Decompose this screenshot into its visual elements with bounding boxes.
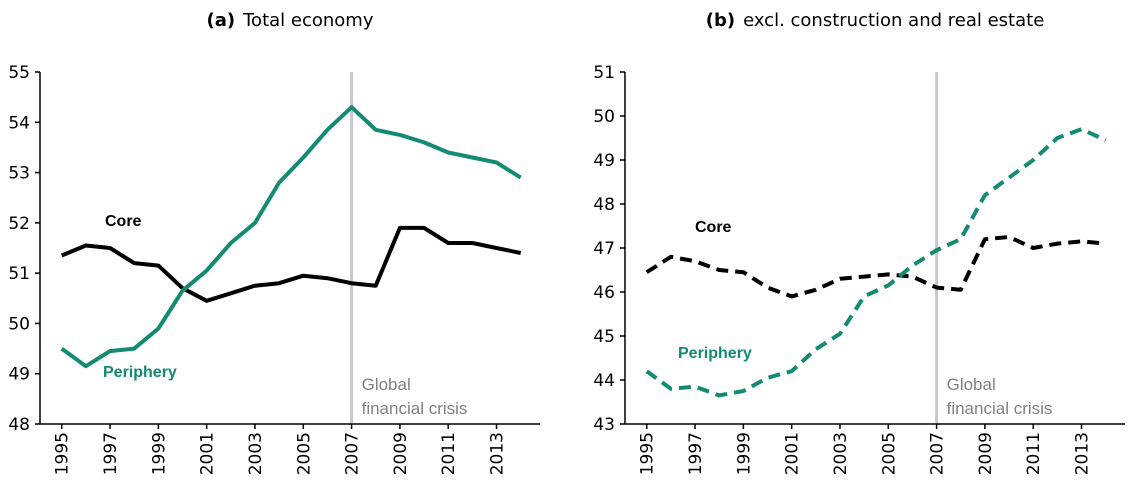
x-tick-label: 2001 (198, 432, 218, 475)
y-tick-label: 48 (593, 195, 615, 215)
series-line (60, 105, 522, 369)
y-tick-label: 48 (8, 415, 30, 435)
y-tick-label: 50 (8, 314, 30, 334)
y-tick-label: 53 (8, 164, 30, 184)
x-tick-label: 2001 (783, 432, 803, 475)
series-label: Core (695, 219, 732, 236)
title-text: Total economy (242, 10, 374, 31)
x-tick-label: 1997 (686, 432, 706, 475)
x-tick-label: 1999 (734, 432, 754, 475)
series-label: Periphery (678, 345, 752, 362)
series-line (645, 235, 1106, 299)
y-tick-label: 51 (8, 264, 30, 284)
x-tick-label: 1999 (149, 432, 169, 475)
x-tick-label: 1997 (101, 432, 121, 475)
crisis-label: financial crisis (362, 399, 468, 418)
x-tick-label: 2003 (246, 432, 266, 475)
x-tick-label: 2013 (488, 432, 508, 475)
y-tick-label: 43 (593, 415, 615, 435)
y-tick-label: 50 (593, 107, 615, 127)
x-tick-label: 2009 (391, 432, 411, 475)
chart-title: (a) Total economy (207, 10, 374, 31)
crisis-label: financial crisis (947, 399, 1053, 418)
y-tick-label: 55 (8, 63, 30, 83)
x-tick-label: 2007 (343, 432, 363, 475)
x-tick-label: 1995 (53, 432, 73, 475)
x-tick-label: 2005 (879, 432, 899, 475)
series-label: Periphery (103, 364, 177, 381)
x-tick-label: 2007 (928, 432, 948, 475)
series-line (645, 127, 1107, 398)
panel-label: (a) (207, 10, 236, 31)
series-line (60, 225, 522, 303)
y-tick-label: 51 (593, 63, 615, 83)
title-text: excl. construction and real estate (743, 10, 1044, 31)
x-tick-label: 2003 (831, 432, 851, 475)
y-tick-label: 54 (8, 113, 30, 133)
x-tick-label: 2005 (294, 432, 314, 475)
crisis-label: Global (947, 375, 996, 394)
chart-title: (b) excl. construction and real estate (706, 10, 1045, 31)
y-tick-label: 45 (593, 327, 615, 347)
x-tick-label: 1995 (638, 432, 658, 475)
x-tick-label: 2013 (1073, 432, 1093, 475)
y-tick-label: 49 (593, 151, 615, 171)
series-label: Core (105, 213, 142, 230)
x-tick-label: 2011 (1024, 432, 1044, 475)
x-tick-label: 2011 (439, 432, 459, 475)
y-tick-label: 46 (593, 283, 615, 303)
y-tick-label: 49 (8, 365, 30, 385)
crisis-label: Global (362, 375, 411, 394)
panel-label: (b) (706, 10, 735, 31)
y-tick-label: 47 (593, 239, 615, 259)
x-tick-label: 2009 (976, 432, 996, 475)
y-tick-label: 44 (593, 371, 615, 391)
y-tick-label: 52 (8, 214, 30, 234)
